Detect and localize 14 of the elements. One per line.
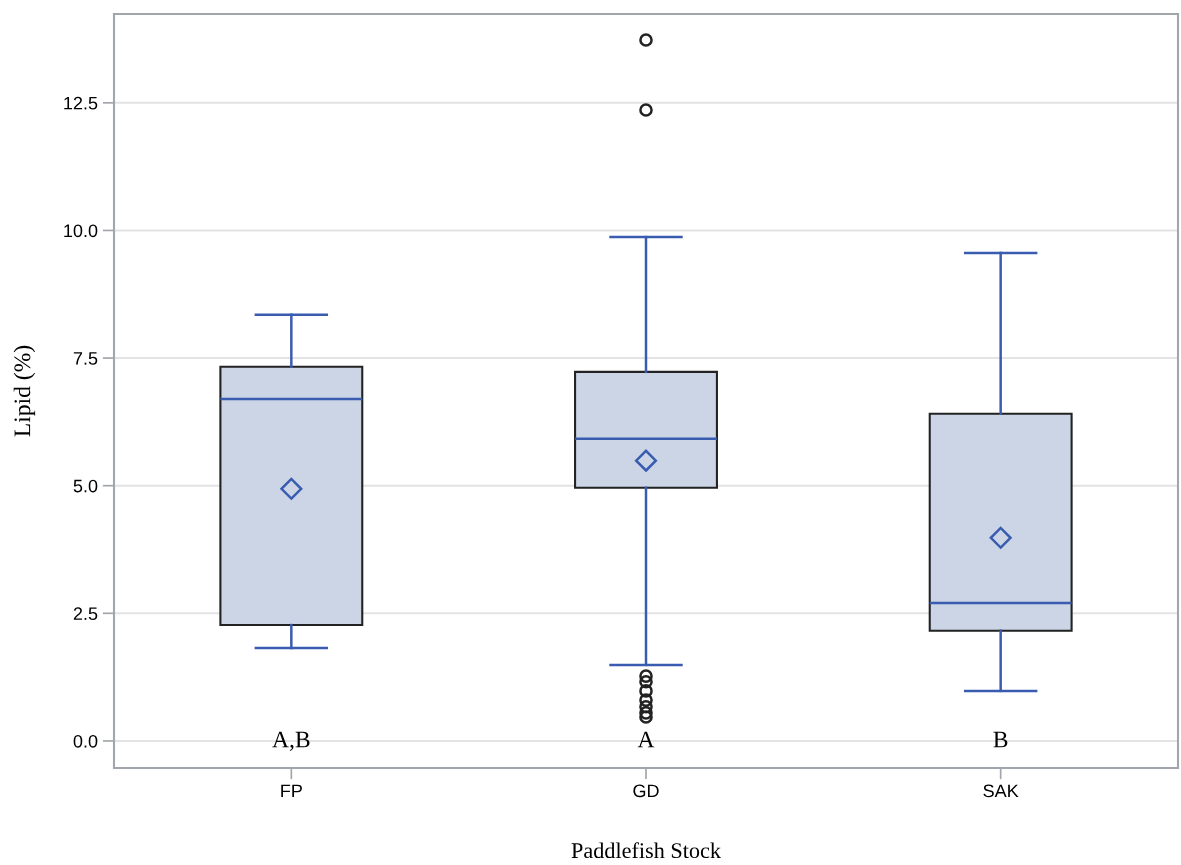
y-tick-label: 7.5 xyxy=(73,352,98,365)
y-tick-label: 2.5 xyxy=(73,607,98,621)
x-tick-label: SAK xyxy=(983,784,1019,798)
y-tick-label: 0.0 xyxy=(73,734,98,748)
x-tick-label: FP xyxy=(281,784,302,798)
y-tick-label: 5.0 xyxy=(73,479,98,493)
annotation: A xyxy=(637,731,655,748)
x-axis-title: Paddlefish Stock xyxy=(571,842,721,859)
annotation: B xyxy=(993,731,1008,748)
y-axis-title: Lipid (%) xyxy=(13,345,36,437)
x-tick-label: GD xyxy=(633,784,659,798)
y-tick-label: 12.5 xyxy=(64,96,98,110)
annotation: A,B xyxy=(272,731,310,751)
y-tick-label: 10.0 xyxy=(64,224,98,238)
